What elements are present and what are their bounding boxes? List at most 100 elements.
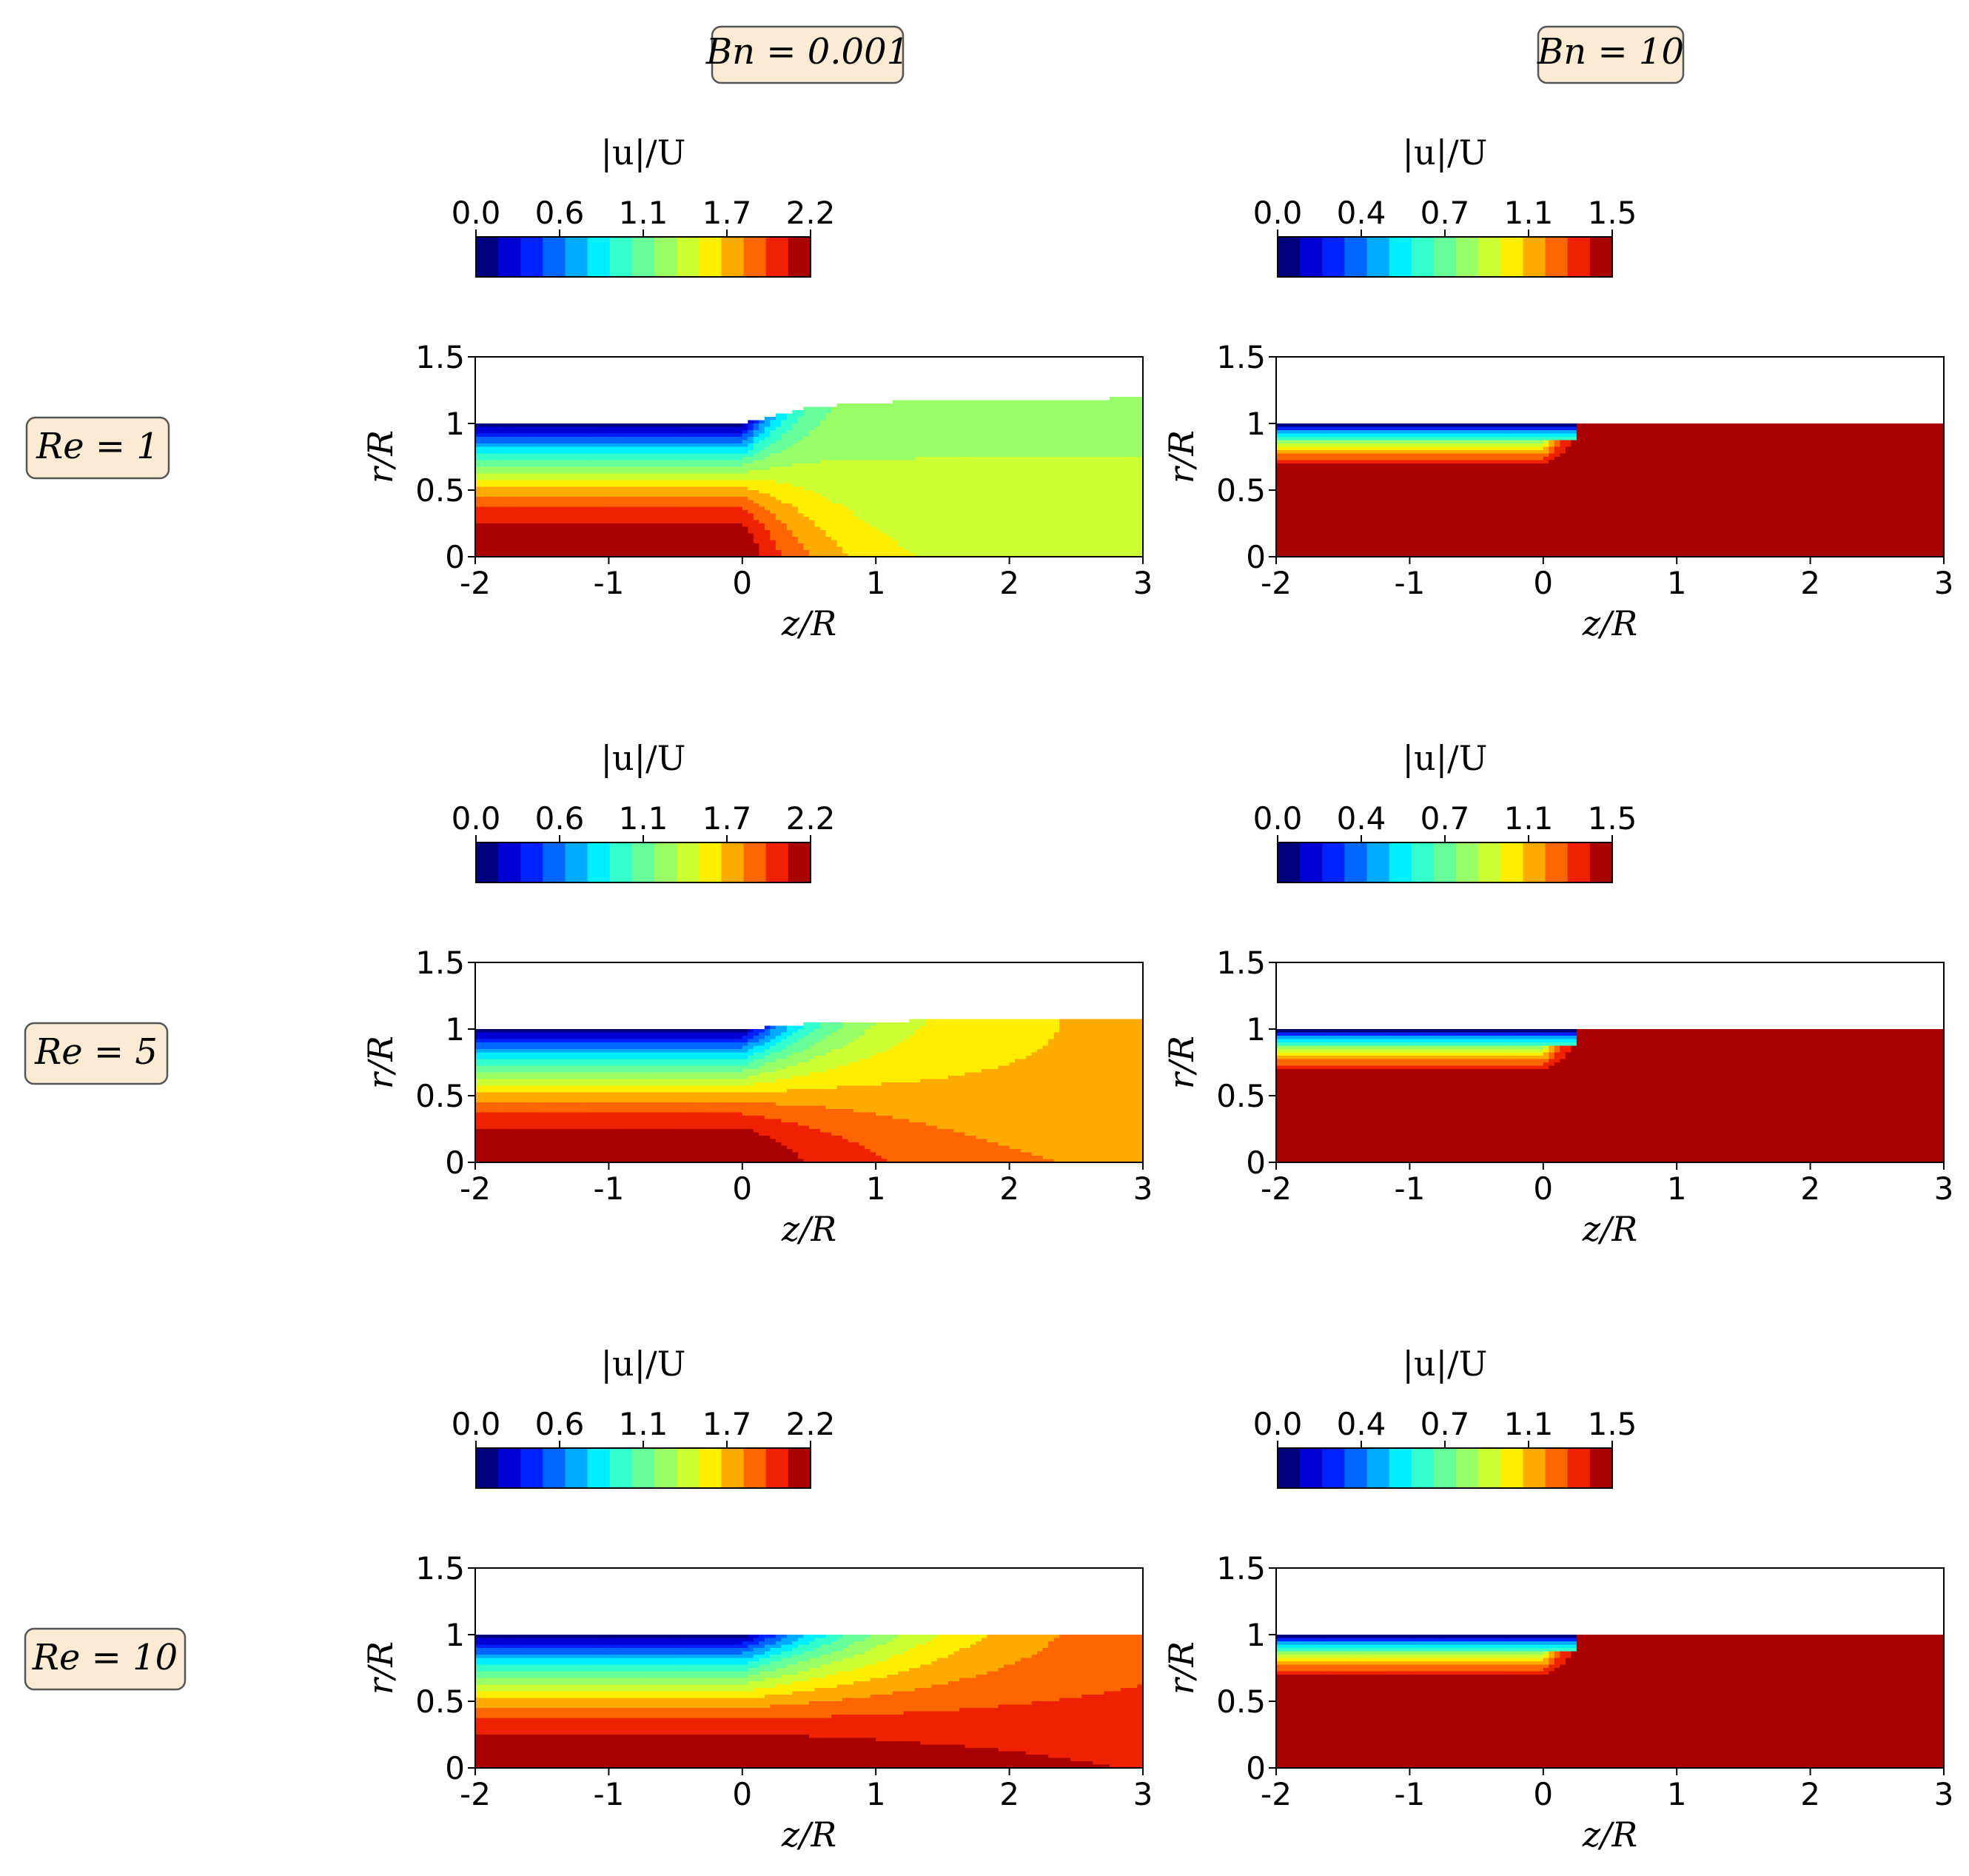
contour-cell bbox=[514, 517, 520, 520]
contour-cell bbox=[659, 547, 665, 551]
contour-cell bbox=[608, 497, 614, 500]
contour-cell bbox=[687, 480, 693, 484]
contour-cell bbox=[553, 437, 559, 440]
contour-cell bbox=[676, 534, 682, 537]
contour-cell bbox=[603, 454, 609, 458]
contour-cell bbox=[625, 517, 631, 520]
contour-cell bbox=[620, 447, 625, 451]
contour-cell bbox=[526, 514, 531, 517]
contour-cell bbox=[559, 487, 565, 491]
contour-cell bbox=[643, 497, 648, 500]
contour-cell bbox=[620, 537, 625, 540]
contour-cell bbox=[676, 460, 682, 464]
contour-cell bbox=[592, 434, 598, 438]
contour-cell bbox=[492, 494, 498, 498]
contour-cell bbox=[486, 434, 492, 438]
contour-cell bbox=[620, 443, 625, 447]
contour-cell bbox=[553, 497, 559, 500]
contour-cell bbox=[631, 530, 637, 534]
contour-cell bbox=[586, 474, 592, 478]
contour-cell bbox=[526, 534, 531, 537]
contour-cell bbox=[559, 463, 565, 467]
contour-cell bbox=[603, 450, 609, 454]
contour-cell bbox=[520, 537, 526, 540]
contour-cell bbox=[503, 437, 509, 440]
contour-cell bbox=[503, 507, 509, 511]
contour-cell bbox=[475, 487, 481, 491]
contour-cell bbox=[687, 450, 693, 454]
contour-cell bbox=[659, 477, 665, 480]
contour-cell bbox=[608, 437, 614, 440]
contour-cell bbox=[531, 434, 537, 438]
contour-cell bbox=[559, 494, 565, 498]
contour-cell bbox=[681, 494, 687, 498]
contour-cell bbox=[503, 474, 509, 478]
contour-cell bbox=[526, 454, 531, 458]
contour-cell bbox=[509, 530, 514, 534]
contour-cell bbox=[581, 460, 587, 464]
contour-cell bbox=[531, 537, 537, 540]
contour-cell bbox=[564, 437, 570, 440]
contour-cell bbox=[481, 550, 487, 554]
contour-cell bbox=[631, 523, 637, 527]
contour-cell bbox=[492, 483, 498, 487]
contour-cell bbox=[620, 540, 625, 544]
contour-cell bbox=[614, 497, 620, 500]
contour-cell bbox=[537, 510, 543, 514]
contour-cell bbox=[486, 427, 492, 431]
contour-cell bbox=[581, 530, 587, 534]
contour-cell bbox=[654, 497, 660, 500]
contour-cell bbox=[481, 474, 487, 478]
contour-cell bbox=[637, 514, 643, 517]
contour-cell bbox=[575, 523, 581, 527]
contour-cell bbox=[620, 510, 625, 514]
contour-cell bbox=[575, 447, 581, 451]
contour-cell bbox=[625, 543, 631, 547]
contour-cell bbox=[586, 510, 592, 514]
contour-cell bbox=[659, 450, 665, 454]
contour-cell bbox=[620, 463, 625, 467]
contour-cell bbox=[475, 490, 481, 494]
contour-cell bbox=[548, 507, 554, 511]
contour-cell bbox=[631, 477, 637, 480]
contour-cell bbox=[520, 430, 526, 434]
contour-cell bbox=[643, 434, 648, 438]
contour-cell bbox=[670, 463, 676, 467]
contour-cell bbox=[492, 477, 498, 480]
contour-cell bbox=[526, 547, 531, 551]
contour-cell bbox=[548, 460, 554, 464]
contour-cell bbox=[531, 520, 537, 524]
contour-cell bbox=[514, 543, 520, 547]
contour-cell bbox=[570, 500, 576, 504]
contour-cell bbox=[509, 494, 514, 498]
contour-cell bbox=[687, 490, 693, 494]
contour-cell bbox=[592, 500, 598, 504]
contour-cell bbox=[503, 483, 509, 487]
contour-cell bbox=[497, 440, 503, 444]
contour-cell bbox=[620, 450, 625, 454]
contour-cell bbox=[687, 514, 693, 517]
contour-cell bbox=[586, 454, 592, 458]
contour-cell bbox=[492, 537, 498, 540]
contour-cell bbox=[570, 543, 576, 547]
contour-cell bbox=[486, 470, 492, 474]
contour-cell bbox=[570, 454, 576, 458]
contour-cell bbox=[503, 454, 509, 458]
contour-cell bbox=[637, 530, 643, 534]
contour-cell bbox=[676, 547, 682, 551]
contour-cell bbox=[681, 507, 687, 511]
contour-cell bbox=[553, 510, 559, 514]
contour-cell bbox=[597, 470, 603, 474]
contour-cell bbox=[492, 527, 498, 531]
contour-cell bbox=[608, 500, 614, 504]
contour-cell bbox=[665, 487, 671, 491]
contour-cell bbox=[531, 527, 537, 531]
contour-cell bbox=[526, 494, 531, 498]
contour-cell bbox=[531, 454, 537, 458]
contour-cell bbox=[537, 500, 543, 504]
contour-cell bbox=[570, 480, 576, 484]
contour-cell bbox=[537, 477, 543, 480]
contour-cell bbox=[531, 467, 537, 471]
contour-cell bbox=[481, 460, 487, 464]
contour-cell bbox=[670, 440, 676, 444]
